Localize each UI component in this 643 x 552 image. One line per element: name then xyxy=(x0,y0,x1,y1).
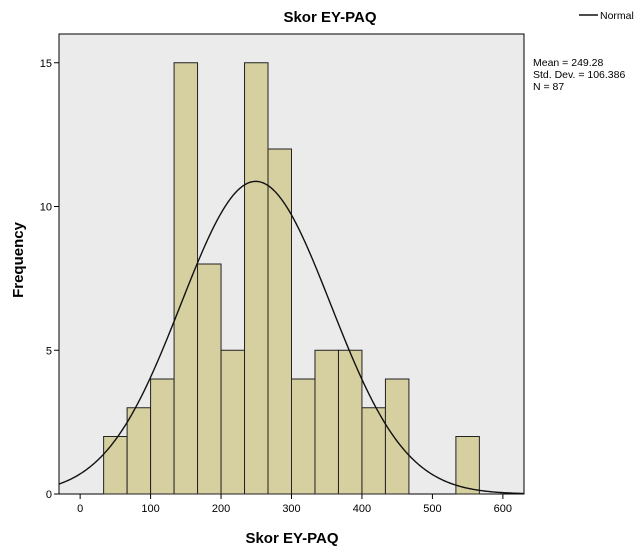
histogram-bar xyxy=(267,148,292,495)
y-tick-label: 5 xyxy=(46,345,52,357)
histogram-bar xyxy=(384,378,410,495)
histogram-bar xyxy=(103,436,128,495)
legend-normal-label: Normal xyxy=(600,10,634,22)
normal-curve xyxy=(58,180,525,495)
x-tick-label: 200 xyxy=(212,503,230,515)
y-tick-label: 15 xyxy=(40,58,52,70)
histogram-bar xyxy=(126,407,152,495)
x-axis-label: Skor EY-PAQ xyxy=(245,530,338,547)
y-axis-label: Frequency xyxy=(10,221,27,298)
histogram-bar xyxy=(291,378,316,495)
histogram-bar xyxy=(314,349,339,495)
histogram-bar xyxy=(244,62,269,495)
chart-title: Skor EY-PAQ xyxy=(283,9,376,26)
stats-mean: Mean = 249.28 xyxy=(533,57,604,69)
x-tick-label: 0 xyxy=(77,503,83,515)
histogram-bar xyxy=(220,349,246,495)
y-tick-label: 10 xyxy=(40,202,52,214)
x-tick-label: 400 xyxy=(353,503,371,515)
x-tick-label: 100 xyxy=(141,503,159,515)
histogram-bar xyxy=(455,436,480,495)
stats-std-dev: Std. Dev. = 106.386 xyxy=(533,69,625,81)
y-tick-label: 0 xyxy=(46,489,52,501)
histogram-bar xyxy=(173,62,199,495)
x-tick-label: 500 xyxy=(423,503,441,515)
stats-n: N = 87 xyxy=(533,81,564,93)
histogram-bar xyxy=(197,263,222,495)
histogram-bar xyxy=(150,378,175,495)
histogram-bar xyxy=(361,407,386,495)
x-tick-label: 300 xyxy=(282,503,300,515)
x-tick-label: 600 xyxy=(494,503,512,515)
